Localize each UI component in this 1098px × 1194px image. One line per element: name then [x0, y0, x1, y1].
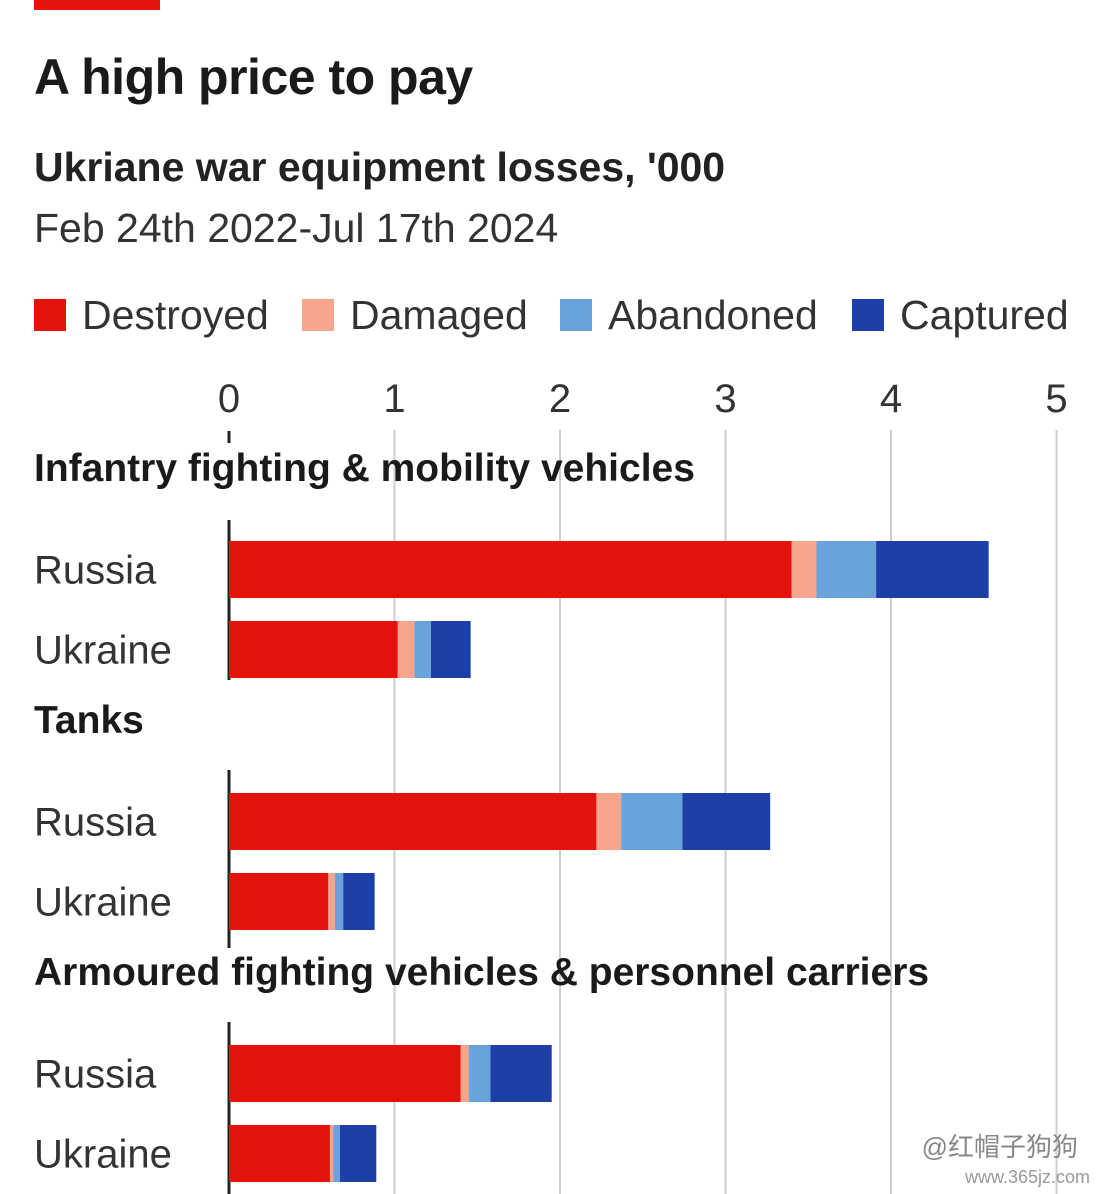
- bar-segment-abandoned: [333, 1125, 340, 1182]
- bar-segment-destroyed: [229, 793, 597, 850]
- legend-label-captured: Captured: [900, 291, 1069, 338]
- x-tick-label: 3: [714, 377, 736, 421]
- bar-segment-destroyed: [229, 541, 792, 598]
- legend-swatch-destroyed: [34, 299, 66, 331]
- bar-segment-captured: [682, 793, 771, 850]
- bar-segment-destroyed: [229, 621, 398, 678]
- bar-label: Russia: [34, 549, 157, 593]
- legend-label-damaged: Damaged: [350, 291, 528, 338]
- bar-segment-captured: [339, 1125, 377, 1182]
- group-heading: Infantry fighting & mobility vehicles: [34, 447, 695, 490]
- bar-label: Ukraine: [34, 629, 172, 673]
- bar-segment-abandoned: [414, 621, 431, 678]
- bar-segment-abandoned: [334, 873, 344, 930]
- bar-segment-damaged: [596, 793, 622, 850]
- x-tick-label: 5: [1045, 377, 1067, 421]
- bar-segment-damaged: [328, 873, 335, 930]
- group-heading: Tanks: [34, 699, 144, 742]
- legend-item-abandoned: Abandoned: [560, 290, 818, 340]
- bar-segment-captured: [490, 1045, 552, 1102]
- bar-segment-abandoned: [621, 793, 683, 850]
- bar-label: Ukraine: [34, 881, 172, 925]
- x-tick-label: 2: [549, 377, 571, 421]
- bar-segment-captured: [430, 621, 471, 678]
- bar-label: Russia: [34, 801, 157, 845]
- bar-segment-destroyed: [229, 1125, 330, 1182]
- legend-swatch-damaged: [302, 299, 334, 331]
- legend-item-destroyed: Destroyed: [34, 290, 269, 340]
- legend-swatch-abandoned: [560, 299, 592, 331]
- bar-segment-abandoned: [468, 1045, 491, 1102]
- watermark-url: www.365jz.com: [964, 1167, 1090, 1187]
- group-heading: Armoured fighting vehicles & personnel c…: [34, 951, 929, 994]
- x-tick-label: 1: [383, 377, 405, 421]
- bar-label: Russia: [34, 1053, 157, 1097]
- x-tick-label: 4: [880, 377, 902, 421]
- bar-segment-damaged: [329, 1125, 334, 1182]
- bar-segment-destroyed: [229, 873, 329, 930]
- x-tick-label: 0: [218, 377, 240, 421]
- chart-subtitle: Ukriane war equipment losses, '000: [34, 144, 726, 190]
- date-range: Feb 24th 2022-Jul 17th 2024: [34, 205, 559, 251]
- legend-swatch-captured: [852, 299, 884, 331]
- bar-segment-destroyed: [229, 1045, 461, 1102]
- legend: Destroyed Damaged Abandoned Captured: [34, 290, 1084, 340]
- bar-segment-abandoned: [816, 541, 877, 598]
- bar-segment-damaged: [460, 1045, 469, 1102]
- watermark: @红帽子狗狗: [921, 1132, 1078, 1162]
- bar-label: Ukraine: [34, 1133, 172, 1177]
- legend-label-destroyed: Destroyed: [82, 291, 269, 338]
- legend-item-damaged: Damaged: [302, 290, 528, 340]
- chart-title: A high price to pay: [34, 49, 473, 105]
- bar-segment-damaged: [791, 541, 817, 598]
- bar-segment-captured: [876, 541, 989, 598]
- legend-item-captured: Captured: [852, 290, 1069, 340]
- bar-segment-captured: [343, 873, 375, 930]
- legend-label-abandoned: Abandoned: [608, 291, 818, 338]
- bar-segment-damaged: [397, 621, 415, 678]
- brand-bar: [34, 0, 160, 10]
